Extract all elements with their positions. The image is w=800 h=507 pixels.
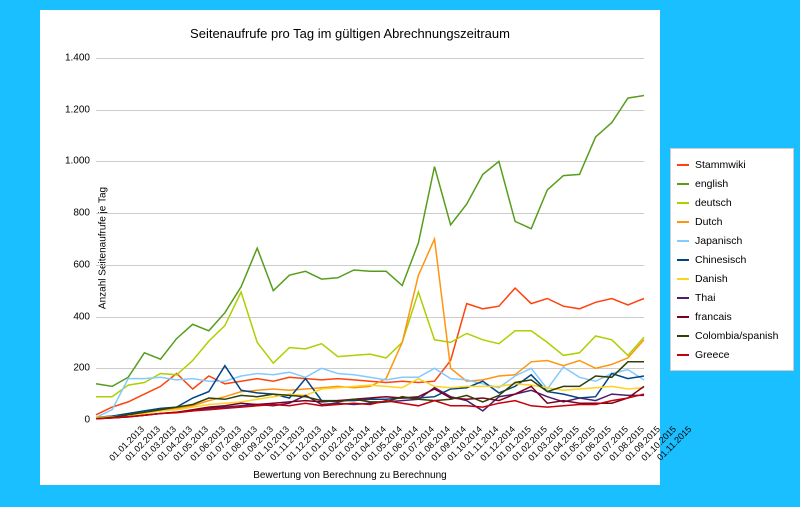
y-tick-label: 1.400 xyxy=(50,53,90,64)
legend-swatch xyxy=(677,202,689,204)
series-line xyxy=(96,388,644,419)
legend-swatch xyxy=(677,259,689,261)
legend-swatch xyxy=(677,297,689,299)
legend-item: Stammwiki xyxy=(677,155,787,174)
legend-item: deutsch xyxy=(677,193,787,212)
legend-label: francais xyxy=(695,311,732,323)
legend: Stammwiki english deutsch Dutch Japanisch Chi… xyxy=(670,148,794,371)
y-tick-label: 400 xyxy=(50,311,90,322)
x-axis-label: Bewertung von Berechnung zu Berechnung xyxy=(40,470,660,481)
legend-item: Thai xyxy=(677,288,787,307)
legend-swatch xyxy=(677,278,689,280)
legend-item: Greece xyxy=(677,345,787,364)
legend-swatch xyxy=(677,240,689,242)
chart-title: Seitenaufrufe pro Tag im gültigen Abrech… xyxy=(40,26,660,41)
legend-label: Dutch xyxy=(695,216,722,228)
y-tick-label: 200 xyxy=(50,363,90,374)
y-tick-label: 600 xyxy=(50,259,90,270)
legend-label: deutsch xyxy=(695,197,732,209)
legend-swatch xyxy=(677,164,689,166)
legend-label: Colombia/spanish xyxy=(695,330,778,342)
y-tick-label: 1.000 xyxy=(50,156,90,167)
y-tick-label: 1.200 xyxy=(50,104,90,115)
legend-swatch xyxy=(677,354,689,356)
y-tick-label: 800 xyxy=(50,208,90,219)
series-line xyxy=(96,288,644,415)
series-line xyxy=(96,96,644,387)
legend-item: Dutch xyxy=(677,212,787,231)
legend-label: english xyxy=(695,178,728,190)
legend-swatch xyxy=(677,183,689,185)
legend-swatch xyxy=(677,335,689,337)
legend-item: english xyxy=(677,174,787,193)
legend-item: Colombia/spanish xyxy=(677,326,787,345)
legend-item: Japanisch xyxy=(677,231,787,250)
legend-label: Thai xyxy=(695,292,715,304)
legend-item: francais xyxy=(677,307,787,326)
legend-label: Stammwiki xyxy=(695,159,746,171)
legend-label: Greece xyxy=(695,349,729,361)
legend-label: Chinesisch xyxy=(695,254,746,266)
legend-item: Chinesisch xyxy=(677,250,787,269)
y-tick-label: 0 xyxy=(50,415,90,426)
chart-panel: Seitenaufrufe pro Tag im gültigen Abrech… xyxy=(40,10,660,485)
legend-swatch xyxy=(677,316,689,318)
legend-label: Danish xyxy=(695,273,728,285)
legend-label: Japanisch xyxy=(695,235,742,247)
line-series xyxy=(96,58,644,420)
legend-swatch xyxy=(677,221,689,223)
legend-item: Danish xyxy=(677,269,787,288)
plot-area: 02004006008001.0001.2001.400 01.01.20130… xyxy=(96,58,644,420)
